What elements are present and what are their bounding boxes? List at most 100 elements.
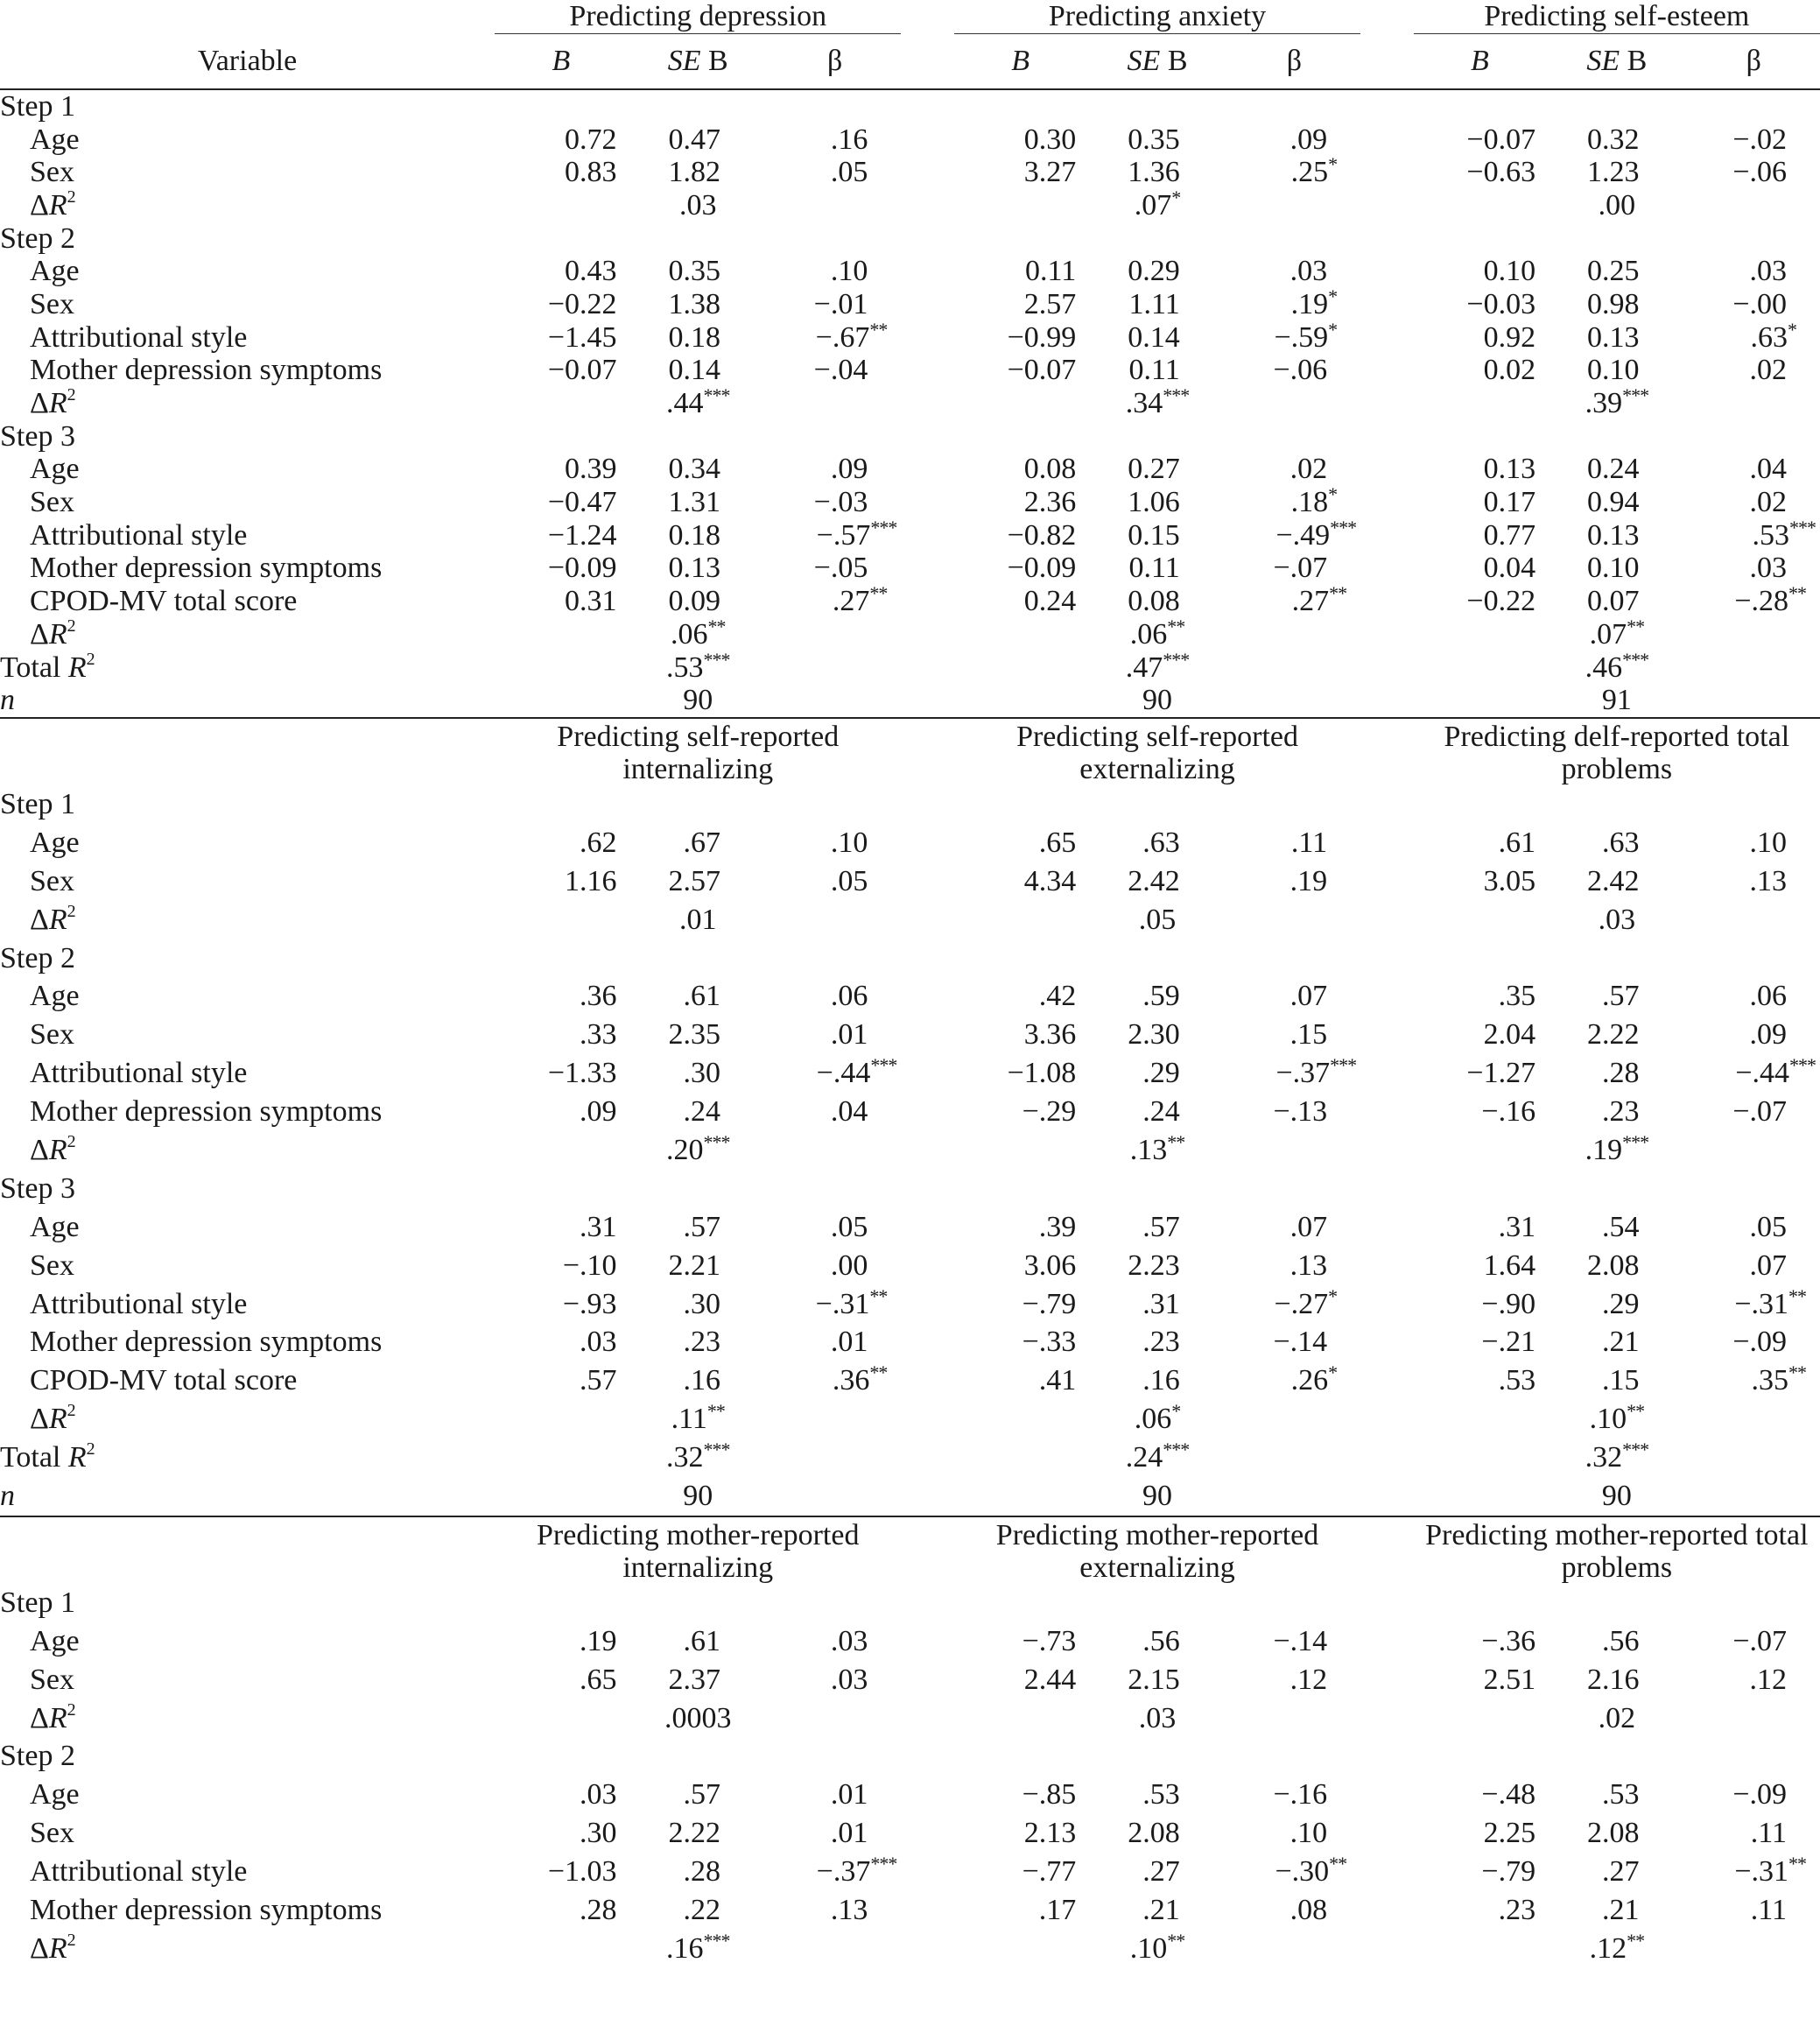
delta-r2-label: ΔR2 [0,1400,495,1439]
variable-name: Age [0,454,495,487]
r-symbol: R [48,1134,67,1167]
cell-value: .65 [1038,826,1077,859]
superscript-2: 2 [86,649,95,669]
delta-r2-value: .44*** [628,386,769,420]
cell-value: 1.31 [668,486,720,519]
beta-value: −.37*** [1228,1054,1360,1093]
cell-value: .19 [1289,864,1328,897]
column-gap [901,651,954,685]
variable-name: Age [0,824,495,862]
delta-r2-label: ΔR2 [0,901,495,939]
cell-value: .03 [1138,1701,1177,1734]
beta-value: .03 [1688,552,1820,586]
b-value: .39 [954,1208,1086,1247]
column-gap [1360,355,1414,388]
total-r2-label: Total R2 [0,651,495,685]
empty-cell [1688,651,1820,685]
se-column-header: SE B [1086,33,1228,90]
table-row: Mother depression symptoms −0.07 0.14 −.04 −… [0,355,1820,388]
b-value: 2.25 [1414,1814,1546,1853]
delta-r2-label: ΔR2 [0,1930,495,1968]
se-value: .23 [628,1324,769,1362]
cell-value: 0.77 [1483,518,1536,552]
cell-value: 0.11 [1128,552,1180,585]
cell-value: 0.10 [1483,255,1536,288]
b-value: 0.39 [495,454,627,487]
cell-value: −.16 [1481,1095,1536,1129]
beta-value: .11 [1688,1891,1820,1930]
column-gap [1360,387,1414,420]
cell-value: .61 [683,980,720,1013]
se-value: .30 [628,1054,769,1093]
cell-value: 2.15 [1128,1663,1180,1696]
se-value: 1.31 [628,486,769,519]
step-row: Step 1 [0,785,1820,824]
significance-marker: * [1328,153,1338,176]
beta-header-text: β [827,45,843,77]
cell-value: .54 [1602,1210,1640,1243]
step-row: Step 1 [0,89,1820,123]
beta-value: .07 [1228,978,1360,1017]
beta-value: −.31** [1688,1853,1820,1891]
empty-cell [1228,1930,1360,1968]
column-gap [1360,33,1414,90]
b-value: −.48 [1414,1776,1546,1814]
cell-value: 0.11 [1128,354,1180,387]
column-gap [901,33,954,90]
column-gap [1360,824,1414,862]
cell-value: −.10 [562,1249,617,1282]
step-label: Step 1 [0,89,495,123]
cell-value: .09 [1749,1018,1788,1052]
b-value: −0.82 [954,519,1086,552]
b-value: −1.33 [495,1054,627,1093]
column-gap [901,486,954,519]
column-gap [1360,486,1414,519]
variable-name-text: Attributional style [30,320,248,354]
significance-marker: *** [870,516,897,538]
cell-value: .31 [1142,1287,1180,1320]
se-value: .63 [1546,824,1687,862]
se-value: 0.08 [1086,585,1227,618]
r-symbol: R [48,1403,67,1436]
cell-value: −1.24 [547,518,617,552]
b-value: 3.36 [954,1016,1086,1054]
cell-value: −.21 [1481,1326,1536,1359]
beta-value: −.04 [769,355,901,388]
table-row: Sex .65 2.37 .03 2.44 2.15 .12 2.51 2.16 .12 [0,1661,1820,1699]
beta-value: .06 [769,978,901,1017]
column-gap [901,454,954,487]
variable-name: Attributional style [0,519,495,552]
empty-cell [1414,651,1546,685]
beta-value: −.30** [1228,1853,1360,1891]
beta-value: .35** [1688,1361,1820,1400]
cell-value: 0.17 [1483,486,1536,519]
cell-value: .03 [1598,903,1636,936]
step-label: Step 2 [0,939,495,978]
beta-value: .11 [1228,824,1360,862]
variable-name-text: Age [30,123,80,156]
cell-value: −.07 [1273,552,1328,585]
b-value: .36 [495,978,627,1017]
superscript-2: 2 [67,1401,76,1421]
significance-marker: * [1328,483,1338,506]
empty-cell [1228,1131,1360,1170]
cell-value: .22 [683,1894,720,1927]
column-gap [901,1361,954,1400]
table-row: Sex −.10 2.21 .00 3.06 2.23 .13 1.64 2.08 .07 [0,1247,1820,1285]
panel-title: Predicting mother-reported total problem… [1413,1515,1820,1584]
variable-header-text: Variable [197,44,298,77]
beta-value: .27** [1228,584,1360,618]
empty-cell [769,1131,901,1170]
panel-title-text: Predicting self-reported externalizing [1016,721,1298,786]
beta-value: −.44*** [1688,1054,1820,1093]
significance-marker: ** [869,318,888,341]
row-label-prefix: Δ [30,387,49,420]
se-value: 0.27 [1086,454,1227,487]
cell-value: −.57 [816,518,871,552]
variable-name-text: Attributional style [30,1855,248,1889]
cell-value: −.13 [1273,1095,1328,1129]
cell-value: .07 [1749,1249,1788,1282]
se-value: 0.24 [1546,454,1687,487]
column-gap [901,901,954,939]
cell-value: .06 [1134,1403,1172,1436]
